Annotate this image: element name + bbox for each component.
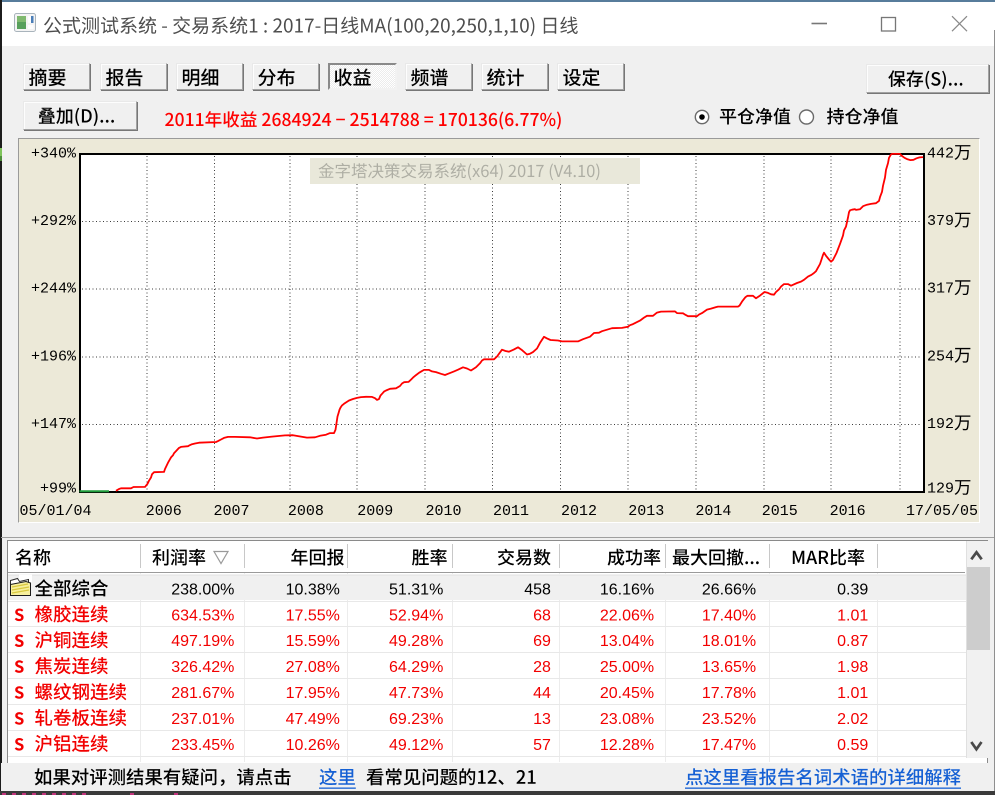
svg-text:49.28%: 49.28% [389, 633, 443, 650]
svg-text:+196%: +196% [31, 348, 77, 365]
svg-text:57: 57 [533, 737, 551, 754]
svg-text:17.47%: 17.47% [702, 737, 756, 754]
svg-text:17/05/05: 17/05/05 [906, 503, 978, 520]
svg-text:0.87: 0.87 [837, 633, 868, 650]
svg-text:458: 458 [524, 581, 551, 598]
svg-text:192: 192 [927, 416, 954, 433]
svg-text:05/01/04: 05/01/04 [20, 503, 92, 520]
svg-text:237.01%: 237.01% [171, 711, 234, 728]
svg-text:634.53%: 634.53% [171, 607, 234, 624]
svg-text:26.66%: 26.66% [702, 581, 756, 598]
svg-text:326.42%: 326.42% [171, 659, 234, 676]
svg-text:23.08%: 23.08% [600, 711, 654, 728]
svg-text:+244%: +244% [31, 281, 77, 298]
svg-text:317: 317 [927, 281, 954, 298]
svg-text:281.67%: 281.67% [171, 685, 234, 702]
svg-text:69.23%: 69.23% [389, 711, 443, 728]
svg-text:20.45%: 20.45% [600, 685, 654, 702]
svg-text:379: 379 [927, 213, 954, 230]
svg-text:1.01: 1.01 [837, 685, 868, 702]
svg-text:+340%: +340% [31, 146, 77, 163]
svg-text:10.38%: 10.38% [286, 581, 340, 598]
svg-text:1.98: 1.98 [837, 659, 868, 676]
svg-text:52.94%: 52.94% [389, 607, 443, 624]
svg-text:64.29%: 64.29% [389, 659, 443, 676]
svg-text:254: 254 [927, 348, 954, 365]
svg-text:18.01%: 18.01% [702, 633, 756, 650]
svg-text:2010: 2010 [425, 503, 461, 520]
svg-text:2009: 2009 [357, 503, 393, 520]
svg-text:0.59: 0.59 [837, 737, 868, 754]
svg-text:22.06%: 22.06% [600, 607, 654, 624]
svg-text:69: 69 [533, 633, 551, 650]
svg-text:10.26%: 10.26% [286, 737, 340, 754]
svg-text:27.08%: 27.08% [286, 659, 340, 676]
svg-text:238.00%: 238.00% [171, 581, 234, 598]
svg-text:1.01: 1.01 [837, 607, 868, 624]
svg-text:13: 13 [533, 711, 551, 728]
svg-text:233.45%: 233.45% [171, 737, 234, 754]
svg-text:+99%: +99% [40, 481, 77, 498]
svg-text:2012: 2012 [561, 503, 597, 520]
svg-text:49.12%: 49.12% [389, 737, 443, 754]
svg-text:17.55%: 17.55% [286, 607, 340, 624]
svg-text:28: 28 [533, 659, 551, 676]
svg-text:2011: 2011 [493, 503, 529, 520]
svg-text:47.49%: 47.49% [286, 711, 340, 728]
svg-text:16.16%: 16.16% [600, 581, 654, 598]
svg-text:+292%: +292% [31, 213, 77, 230]
svg-text:129: 129 [927, 481, 954, 498]
svg-text:15.59%: 15.59% [286, 633, 340, 650]
svg-text:12.28%: 12.28% [600, 737, 654, 754]
svg-text:2015: 2015 [762, 503, 798, 520]
svg-text:51.31%: 51.31% [389, 581, 443, 598]
svg-text:17.40%: 17.40% [702, 607, 756, 624]
svg-text:442: 442 [927, 146, 954, 163]
svg-text:13.04%: 13.04% [600, 633, 654, 650]
svg-text:47.73%: 47.73% [389, 685, 443, 702]
svg-text:2.02: 2.02 [837, 711, 868, 728]
svg-text:2008: 2008 [288, 503, 324, 520]
svg-text:17.78%: 17.78% [702, 685, 756, 702]
svg-text:44: 44 [533, 685, 551, 702]
svg-text:13.65%: 13.65% [702, 659, 756, 676]
svg-text:68: 68 [533, 607, 551, 624]
svg-text:2014: 2014 [695, 503, 731, 520]
svg-text:2006: 2006 [146, 503, 182, 520]
svg-text:2016: 2016 [830, 503, 866, 520]
svg-text:17.95%: 17.95% [286, 685, 340, 702]
svg-text:25.00%: 25.00% [600, 659, 654, 676]
svg-text:2007: 2007 [213, 503, 249, 520]
svg-text:+147%: +147% [31, 416, 77, 433]
svg-text:2013: 2013 [628, 503, 664, 520]
svg-text:23.52%: 23.52% [702, 711, 756, 728]
svg-text:497.19%: 497.19% [171, 633, 234, 650]
svg-text:0.39: 0.39 [837, 581, 868, 598]
